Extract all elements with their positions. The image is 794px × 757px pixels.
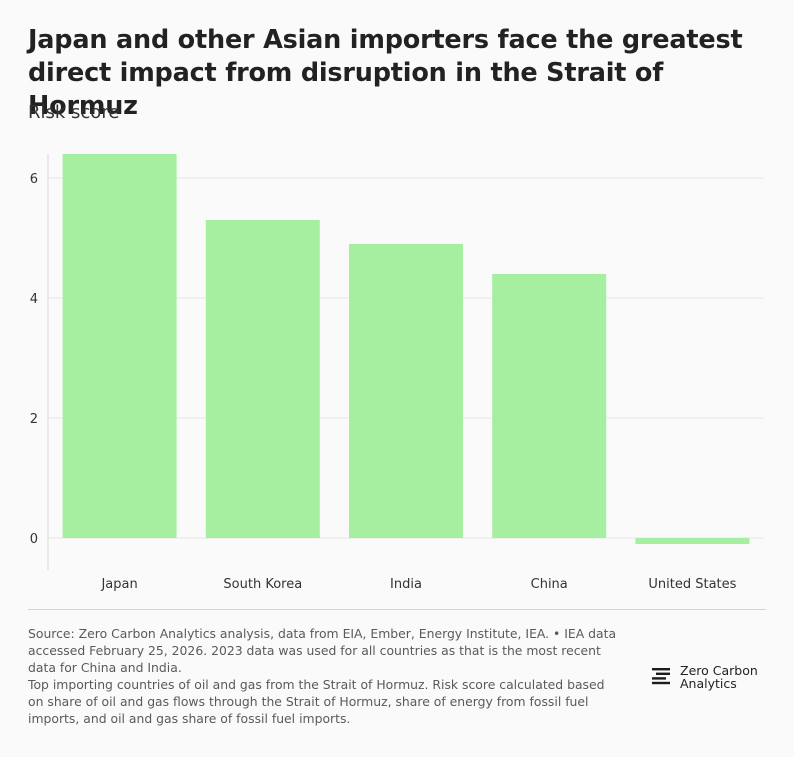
x-tick-label: India — [390, 577, 422, 592]
x-tick-label: Japan — [100, 577, 137, 592]
footer-notes: Source: Zero Carbon Analytics analysis, … — [28, 625, 618, 727]
y-tick-label: 4 — [30, 292, 38, 307]
source-text: Source: Zero Carbon Analytics analysis, … — [28, 626, 617, 675]
x-tick-label: South Korea — [223, 577, 302, 592]
bars — [62, 154, 750, 544]
bar-chart: 0 2 4 6 Japan South Korea India China United Sta… — [30, 154, 764, 592]
chart-subtitle: Risk score — [28, 102, 120, 123]
y-tick-label: 0 — [30, 532, 38, 547]
y-tick-label: 6 — [30, 172, 38, 187]
chart-title: Japan and other Asian importers face the… — [28, 25, 743, 121]
bar-japan — [62, 154, 177, 538]
bar-united-states — [635, 538, 750, 544]
bar-south-korea — [205, 220, 320, 538]
tick-labels: 0 2 4 6 Japan South Korea India China United Sta… — [30, 172, 737, 592]
logo-line-2: Analytics — [680, 676, 737, 691]
footer-divider — [28, 609, 766, 610]
x-tick-label: United States — [648, 577, 736, 592]
logo-line-1: Zero Carbon — [680, 663, 758, 678]
methodology-note: Top importing countries of oil and gas f… — [28, 677, 605, 726]
zero-carbon-analytics-logo-icon — [652, 668, 670, 685]
logo-text: Zero Carbon Analytics — [680, 664, 758, 690]
x-tick-label: China — [531, 577, 568, 592]
brand-logo: Zero Carbon Analytics — [650, 664, 758, 690]
y-tick-label: 2 — [30, 412, 38, 427]
bar-india — [349, 244, 463, 538]
bar-china — [492, 274, 607, 538]
